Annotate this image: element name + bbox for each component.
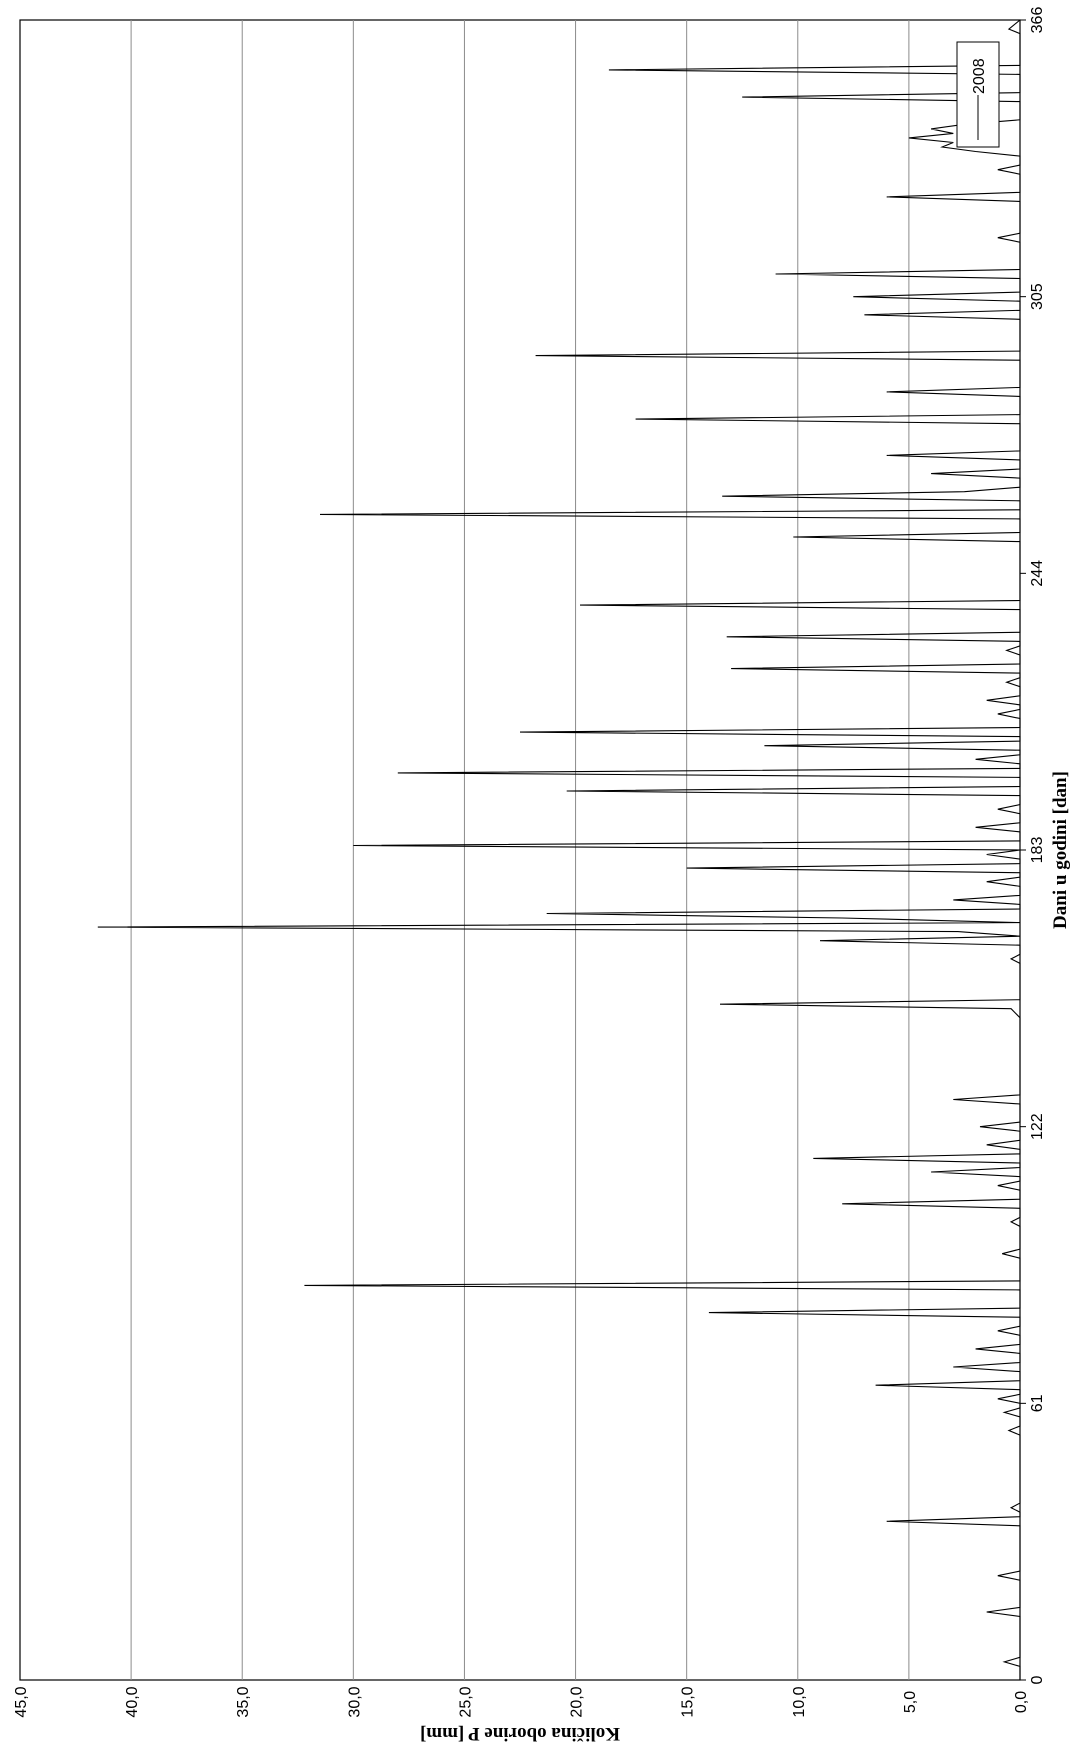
series-line-2008 <box>97 19 1021 1680</box>
y-tick-label: 30,0 <box>346 1686 363 1717</box>
x-tick-label: 366 <box>1029 7 1046 34</box>
x-axis-ticks: 0 61 122 183 244 305 366 <box>1020 7 1046 1684</box>
x-tick-label: 0 <box>1029 1675 1046 1684</box>
x-axis-title: Dani u godini [dan] <box>1050 771 1071 929</box>
y-tick-label: 20,0 <box>569 1686 586 1717</box>
plot-area <box>19 19 1021 1681</box>
y-axis-ticks: 0,0 5,0 10,0 15,0 20,0 25,0 30,0 35,0 40,0 45,0 <box>13 1686 1030 1717</box>
y-tick-label: 40,0 <box>124 1686 141 1717</box>
legend-label-2008: 2008 <box>971 58 988 94</box>
gridlines <box>130 20 910 1680</box>
y-tick-label: 45,0 <box>13 1686 30 1717</box>
x-tick-label: 183 <box>1029 837 1046 864</box>
y-tick-label: 15,0 <box>680 1686 697 1717</box>
y-axis-title: Količina oborine P [mm] <box>420 1723 620 1744</box>
y-tick-label: 25,0 <box>457 1686 474 1717</box>
y-tick-label: 35,0 <box>235 1686 252 1717</box>
x-tick-label: 305 <box>1029 283 1046 310</box>
y-tick-label: 5,0 <box>902 1691 919 1713</box>
x-tick-label: 244 <box>1029 560 1046 587</box>
x-tick-label: 61 <box>1029 1394 1046 1412</box>
y-tick-label: 0,0 <box>1013 1691 1030 1713</box>
y-tick-label: 10,0 <box>791 1686 808 1717</box>
x-tick-label: 122 <box>1029 1113 1046 1140</box>
legend: 2008 <box>956 41 1000 148</box>
